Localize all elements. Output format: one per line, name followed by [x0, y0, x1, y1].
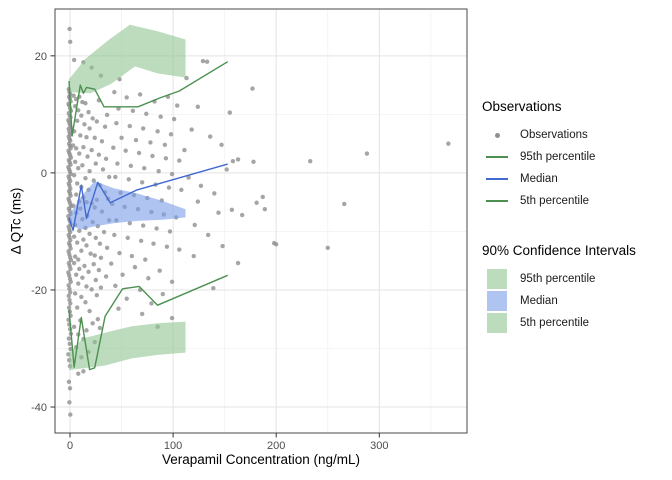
legend-observations: Observations Observations 95th percentil…	[482, 99, 668, 212]
median-band-swatch-icon	[487, 291, 507, 311]
observation-point-icon	[494, 132, 500, 138]
p95-band-swatch-icon	[487, 269, 507, 289]
legend-observations-title: Observations	[482, 99, 562, 114]
legend-entry-p95-band: 95th percentile	[482, 268, 668, 290]
p5-line-icon	[486, 200, 508, 202]
p95-line-icon	[486, 156, 508, 158]
legend-entry-p5-band: 5th percentile	[482, 312, 668, 334]
legend-entry-median-band: Median	[482, 290, 668, 312]
legend-entry-median-line: Median	[482, 168, 668, 190]
svg-text:0: 0	[67, 440, 73, 452]
svg-text:-20: -20	[31, 285, 47, 297]
legend-confidence-intervals: 90% Confidence Intervals 95th percentile…	[482, 243, 668, 334]
median-line-icon	[486, 178, 508, 180]
svg-text:100: 100	[164, 440, 182, 452]
legend-entry-p95-line: 95th percentile	[482, 146, 668, 168]
svg-text:20: 20	[35, 51, 47, 63]
svg-text:0: 0	[41, 168, 47, 180]
legend-entry-p5-line: 5th percentile	[482, 190, 668, 212]
legend-entry-observations: Observations	[482, 124, 668, 146]
svg-text:200: 200	[267, 440, 285, 452]
x-axis-title: Verapamil Concentration (ng/mL)	[161, 452, 361, 467]
legend-ci-title: 90% Confidence Intervals	[482, 243, 636, 258]
svg-text:-40: -40	[31, 402, 47, 414]
p5-band-swatch-icon	[487, 313, 507, 333]
y-axis-title: Δ QTc (ms)	[8, 187, 24, 255]
svg-text:300: 300	[370, 440, 388, 452]
